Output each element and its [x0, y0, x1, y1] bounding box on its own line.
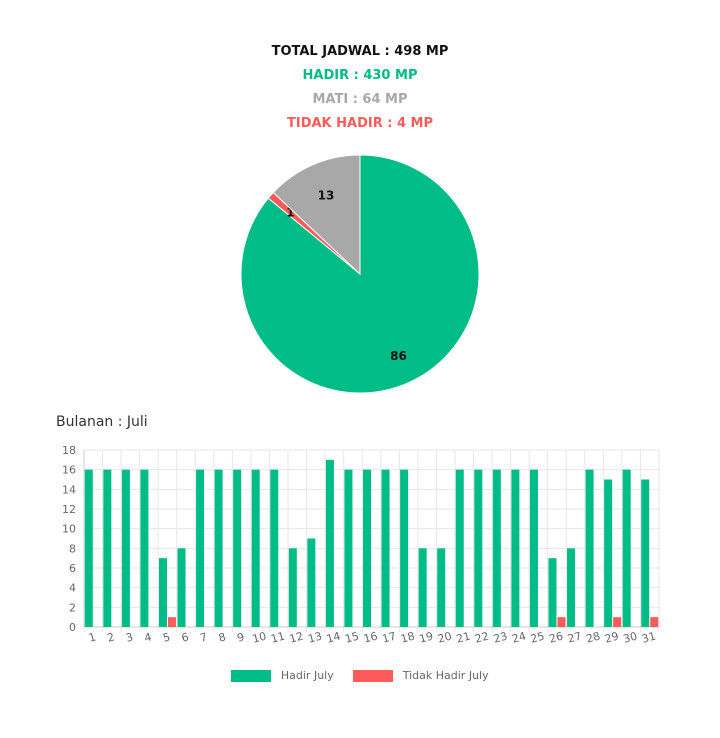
attendance-pie-chart: 86 1 13 — [240, 154, 480, 394]
y-tick-label: 4 — [69, 582, 76, 595]
x-tick-label: 15 — [344, 630, 361, 646]
monthly-section-title: Bulanan : Juli — [56, 414, 148, 430]
bar-hadir-day-17[interactable] — [381, 469, 390, 627]
bar-tidak-hadir-day-31[interactable] — [650, 617, 659, 627]
x-tick-label: 20 — [436, 630, 453, 646]
x-tick-label: 22 — [473, 630, 490, 646]
y-tick-label: 14 — [62, 483, 76, 496]
x-tick-label: 19 — [418, 630, 435, 646]
x-tick-label: 16 — [362, 630, 379, 646]
bar-hadir-day-6[interactable] — [177, 548, 186, 627]
x-tick-label: 11 — [269, 630, 286, 646]
x-tick-label: 24 — [511, 630, 528, 646]
bar-hadir-day-27[interactable] — [567, 548, 576, 627]
summary-panel: TOTAL JADWAL : 498 MP HADIR : 430 MP MAT… — [0, 40, 720, 136]
legend-label-tidak-hadir: Tidak Hadir July — [402, 668, 489, 682]
pie-label-1: 1 — [286, 206, 294, 220]
total-schedule-label: TOTAL JADWAL : 498 MP — [271, 44, 449, 59]
y-tick-label: 18 — [62, 444, 76, 457]
x-tick-label: 3 — [124, 630, 134, 644]
bar-hadir-day-25[interactable] — [529, 469, 538, 627]
x-tick-label: 29 — [603, 630, 620, 646]
x-tick-label: 13 — [307, 630, 324, 646]
x-tick-label: 18 — [399, 630, 416, 646]
bar-hadir-day-7[interactable] — [196, 469, 205, 627]
y-tick-label: 0 — [69, 621, 76, 634]
legend-item-hadir[interactable]: Hadir July — [231, 668, 334, 682]
x-tick-label: 17 — [381, 630, 398, 646]
x-tick-label: 25 — [529, 630, 546, 646]
y-tick-label: 6 — [69, 562, 76, 575]
legend-swatch-hadir — [231, 669, 272, 682]
x-tick-label: 6 — [180, 630, 190, 644]
x-tick-label: 10 — [251, 630, 268, 646]
bar-hadir-day-14[interactable] — [325, 459, 334, 627]
x-tick-label: 30 — [622, 630, 639, 646]
bar-hadir-day-1[interactable] — [84, 469, 93, 627]
x-tick-label: 27 — [566, 630, 583, 646]
bar-hadir-day-12[interactable] — [288, 548, 297, 627]
bar-hadir-day-18[interactable] — [400, 469, 409, 627]
bar-hadir-day-9[interactable] — [233, 469, 242, 627]
bar-hadir-day-20[interactable] — [437, 548, 446, 627]
bar-hadir-day-29[interactable] — [604, 479, 613, 628]
x-tick-label: 4 — [143, 630, 153, 644]
bar-hadir-day-30[interactable] — [622, 469, 631, 627]
x-tick-label: 28 — [585, 630, 602, 646]
x-tick-label: 14 — [325, 630, 342, 646]
pie-label-2: 13 — [318, 188, 335, 202]
x-tick-label: 26 — [548, 630, 565, 646]
bar-hadir-day-8[interactable] — [214, 469, 223, 627]
x-tick-label: 21 — [455, 630, 472, 646]
pie-label-0: 86 — [390, 349, 407, 363]
y-tick-label: 16 — [62, 464, 76, 477]
x-tick-label: 2 — [106, 630, 116, 644]
y-tick-label: 12 — [62, 503, 76, 516]
bar-hadir-day-21[interactable] — [455, 469, 464, 627]
legend-swatch-tidak-hadir — [353, 669, 394, 682]
bar-hadir-day-4[interactable] — [140, 469, 149, 627]
chart-legend: Hadir July Tidak Hadir July — [0, 668, 720, 682]
dead-count-label: MATI : 64 MP — [312, 92, 408, 107]
bar-hadir-day-11[interactable] — [270, 469, 279, 627]
bar-hadir-day-13[interactable] — [307, 538, 316, 628]
x-tick-label: 31 — [640, 630, 657, 646]
bar-hadir-day-15[interactable] — [344, 469, 353, 627]
absent-count-label: TIDAK HADIR : 4 MP — [286, 116, 434, 131]
legend-item-tidak-hadir[interactable]: Tidak Hadir July — [353, 668, 489, 682]
bar-hadir-day-31[interactable] — [641, 479, 650, 628]
y-tick-label: 8 — [69, 542, 76, 555]
x-tick-label: 9 — [236, 630, 246, 644]
y-tick-label: 2 — [69, 601, 76, 614]
bar-hadir-day-24[interactable] — [511, 469, 520, 627]
bar-tidak-hadir-day-26[interactable] — [557, 617, 566, 627]
x-tick-label: 23 — [492, 630, 509, 646]
bar-hadir-day-3[interactable] — [121, 469, 130, 627]
x-tick-label: 1 — [87, 630, 97, 644]
bar-hadir-day-28[interactable] — [585, 469, 594, 627]
x-tick-label: 5 — [161, 630, 171, 644]
bar-hadir-day-19[interactable] — [418, 548, 427, 627]
x-tick-label: 8 — [217, 630, 227, 644]
present-count-label: HADIR : 430 MP — [302, 68, 418, 83]
x-tick-label: 7 — [199, 630, 209, 644]
bar-hadir-day-10[interactable] — [251, 469, 260, 627]
bar-hadir-day-5[interactable] — [158, 558, 167, 627]
legend-label-hadir: Hadir July — [280, 668, 334, 682]
y-tick-label: 10 — [62, 523, 76, 536]
bar-tidak-hadir-day-5[interactable] — [167, 617, 176, 627]
x-tick-label: 12 — [288, 630, 305, 646]
pie-slice-2[interactable] — [272, 154, 361, 276]
bar-hadir-day-2[interactable] — [103, 469, 112, 627]
bar-hadir-day-26[interactable] — [548, 558, 557, 627]
bar-hadir-day-23[interactable] — [492, 469, 501, 627]
bar-hadir-day-16[interactable] — [363, 469, 371, 627]
bar-hadir-day-22[interactable] — [474, 469, 483, 627]
bar-tidak-hadir-day-29[interactable] — [613, 617, 622, 627]
